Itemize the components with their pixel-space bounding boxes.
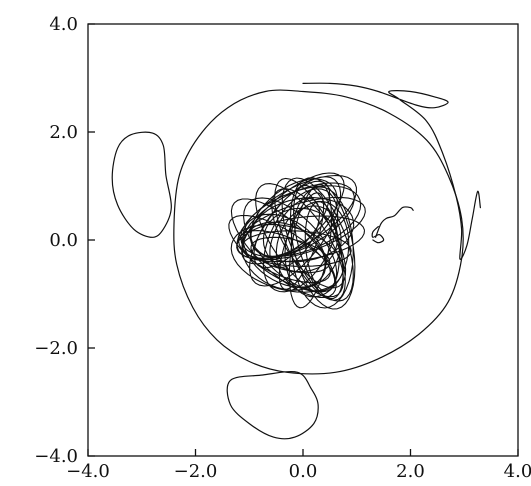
y-tick-label: −4.0 (34, 446, 78, 467)
trajectory-curve-2 (111, 131, 172, 238)
axis-tick-labels: −4.0 −2.0 0.0 2.0 4.0 −4.0 −2.0 0.0 2.0 4.0 (34, 14, 531, 482)
trajectory-curve-4 (302, 82, 481, 260)
axis-ticks (87, 23, 519, 457)
x-tick-label: −4.0 (66, 461, 110, 482)
trajectory-curve-3 (226, 370, 319, 440)
y-tick-label: 4.0 (49, 14, 78, 35)
y-tick-label: 0.0 (49, 230, 78, 251)
trajectory-curve-1 (173, 89, 464, 375)
trajectory-curve-5 (375, 206, 414, 238)
x-tick-label: 0.0 (289, 461, 318, 482)
trajectory-curve-6 (371, 225, 385, 244)
x-tick-label: 4.0 (504, 461, 531, 482)
x-tick-label: 2.0 (396, 461, 425, 482)
y-tick-label: 2.0 (49, 122, 78, 143)
x-tick-label: −2.0 (174, 461, 218, 482)
trajectory-curves (111, 82, 481, 440)
y-tick-label: −2.0 (34, 338, 78, 359)
tangle-curve (228, 172, 366, 310)
